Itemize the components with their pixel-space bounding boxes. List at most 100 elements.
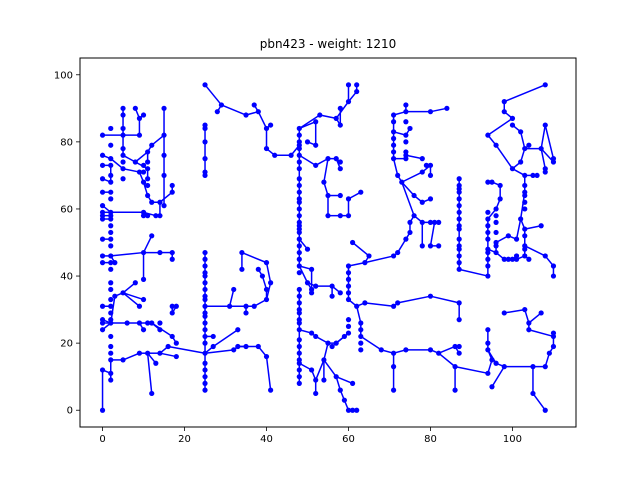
data-point xyxy=(325,156,331,162)
data-point xyxy=(358,333,364,340)
series-edge xyxy=(348,261,366,267)
data-point xyxy=(526,320,532,326)
data-point xyxy=(108,350,114,356)
data-point xyxy=(145,213,151,219)
data-point xyxy=(337,213,343,219)
series-edge xyxy=(151,134,165,146)
data-point xyxy=(456,350,462,356)
data-point xyxy=(161,152,167,158)
data-point xyxy=(436,350,442,356)
data-point xyxy=(493,142,499,148)
data-point xyxy=(169,256,175,262)
data-point xyxy=(337,122,343,128)
data-point xyxy=(132,280,138,286)
data-point xyxy=(489,179,495,185)
data-point xyxy=(485,273,491,279)
data-point xyxy=(145,176,151,182)
data-point xyxy=(419,243,425,249)
data-point xyxy=(489,357,495,363)
series-edge xyxy=(265,262,272,283)
data-point xyxy=(485,132,491,138)
series-edge xyxy=(503,84,546,103)
data-point xyxy=(202,280,208,286)
data-point xyxy=(526,142,532,148)
data-point xyxy=(149,390,155,397)
data-point xyxy=(108,229,114,236)
data-point xyxy=(296,229,302,236)
series-edge xyxy=(319,114,337,120)
data-point xyxy=(210,343,216,350)
data-point xyxy=(173,353,179,360)
data-point xyxy=(108,286,114,293)
y-tick-label: 80 xyxy=(60,137,73,148)
series-edge xyxy=(491,366,505,388)
data-point xyxy=(145,166,151,172)
data-point xyxy=(456,189,462,195)
data-point xyxy=(419,156,425,162)
data-point xyxy=(296,256,302,262)
data-point xyxy=(296,337,302,343)
data-point xyxy=(345,82,352,88)
data-point xyxy=(358,189,364,195)
series-edge xyxy=(298,154,317,166)
data-point xyxy=(108,142,114,148)
data-point xyxy=(403,132,409,138)
series-edge xyxy=(528,312,542,324)
data-point xyxy=(485,216,491,222)
data-point xyxy=(120,132,126,138)
series-edge xyxy=(110,251,144,257)
data-point xyxy=(202,340,208,346)
x-tick-label: 60 xyxy=(342,434,355,445)
data-point xyxy=(485,370,491,376)
x-axis: 0 20 40 60 80 100 xyxy=(99,427,522,445)
data-point xyxy=(485,223,491,229)
data-point xyxy=(538,223,544,229)
data-point xyxy=(485,209,491,215)
data-point xyxy=(99,367,106,373)
data-point xyxy=(485,340,491,346)
data-point xyxy=(296,189,302,195)
data-point xyxy=(522,172,528,179)
data-point xyxy=(202,156,208,162)
data-point xyxy=(120,112,126,118)
data-point xyxy=(169,310,175,316)
data-point xyxy=(411,213,417,219)
data-point xyxy=(403,236,409,242)
data-point xyxy=(268,387,274,393)
data-point xyxy=(403,347,409,353)
data-point xyxy=(108,243,114,249)
data-point xyxy=(157,320,163,326)
data-point xyxy=(173,340,179,346)
data-point xyxy=(403,119,409,125)
data-point xyxy=(518,159,524,165)
y-tick-label: 60 xyxy=(60,204,73,215)
nodes-layer xyxy=(99,82,557,413)
series-edge xyxy=(519,131,526,149)
data-point xyxy=(337,159,343,165)
data-point xyxy=(145,159,151,165)
data-point xyxy=(354,303,360,309)
data-point xyxy=(145,149,151,155)
data-point xyxy=(399,179,405,185)
data-point xyxy=(505,233,511,239)
series-edge xyxy=(495,144,514,170)
series-edge xyxy=(298,114,321,130)
data-point xyxy=(202,313,208,319)
data-point xyxy=(390,135,397,142)
data-point xyxy=(333,340,339,346)
series-edge xyxy=(335,375,353,385)
data-point xyxy=(427,109,434,115)
data-point xyxy=(202,380,208,386)
series-edge xyxy=(204,84,223,106)
data-point xyxy=(362,260,368,266)
data-point xyxy=(345,283,352,289)
data-point xyxy=(136,303,143,309)
data-point xyxy=(202,367,208,373)
data-point xyxy=(296,320,302,326)
data-point xyxy=(333,156,339,162)
data-point xyxy=(542,407,548,413)
data-point xyxy=(337,166,343,172)
data-point xyxy=(403,149,409,155)
series-edge xyxy=(454,365,489,375)
